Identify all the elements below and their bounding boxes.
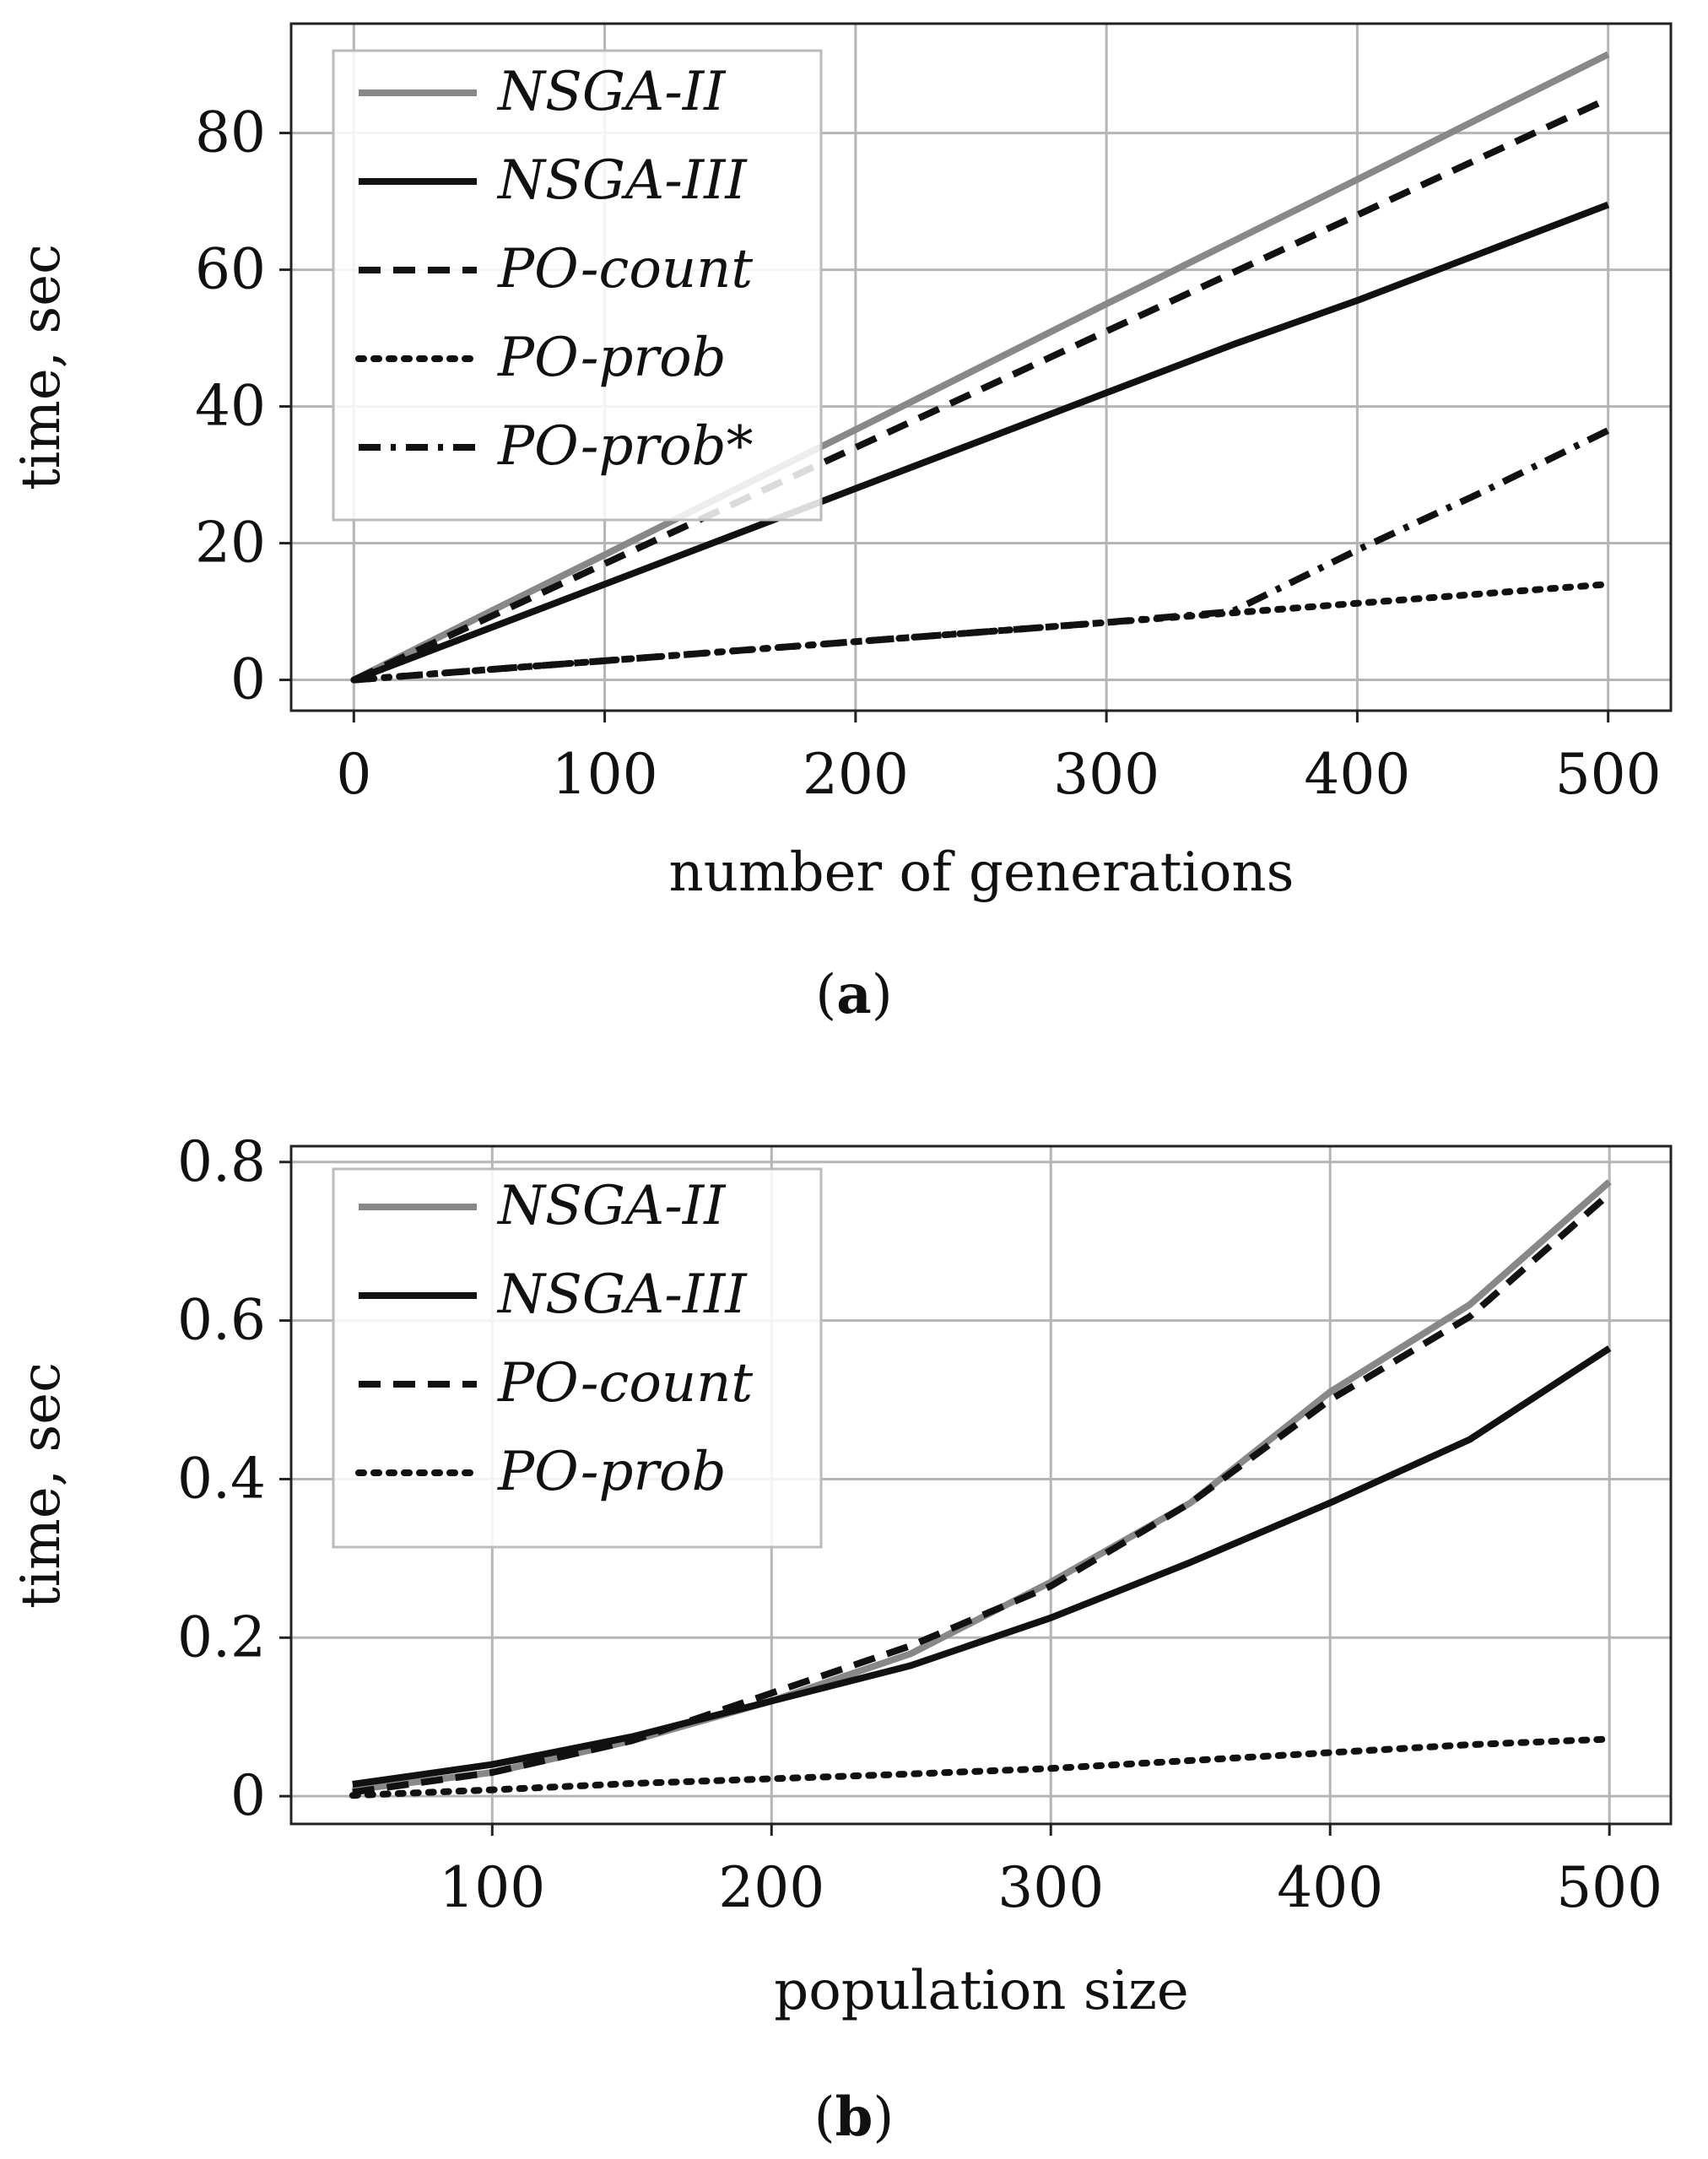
series-lines-a <box>350 51 1612 684</box>
legend-label: NSGA-II <box>496 1175 727 1237</box>
legend-label: PO-count <box>497 238 753 300</box>
x-tick-label: 0 <box>336 742 371 807</box>
x-tick-label: 400 <box>1304 742 1410 807</box>
y-tick-label: 0 <box>230 647 266 712</box>
series-line-po-prob <box>353 427 1610 684</box>
series-line-po-count <box>352 1191 1612 1796</box>
legend-label: PO-prob* <box>497 415 754 478</box>
legend-label: NSGA-II <box>496 61 727 123</box>
x-tick-label: 500 <box>1556 1855 1662 1920</box>
x-tick-label: 200 <box>718 1855 824 1920</box>
series-line-nsga-iii <box>352 1345 1612 1788</box>
plot-frame-a <box>289 22 1673 712</box>
x-tick-label: 100 <box>439 1855 545 1920</box>
y-tick-label: 80 <box>195 100 266 165</box>
legend-box-b <box>332 1167 823 1549</box>
y-tick-label: 0.4 <box>177 1446 266 1511</box>
caption-b: (b) <box>814 2086 895 2149</box>
y-axis-label-a: time, sec <box>10 244 73 490</box>
caption-a: (a) <box>815 963 892 1026</box>
legend-a: NSGA-II NSGA-III PO-count PO-prob PO-prob* <box>332 49 823 522</box>
y-tick-label: 60 <box>195 237 266 302</box>
caption-label-b: b <box>835 2086 873 2149</box>
x-tick-label: 100 <box>552 742 658 807</box>
x-ticks-b: 100 200 300 400 500 <box>439 1824 1662 1920</box>
series-line-po-count <box>352 95 1610 684</box>
y-ticks-b: 0 0.2 0.4 0.6 0.8 <box>177 1129 291 1828</box>
legend-label: NSGA-III <box>496 1263 748 1326</box>
y-ticks-a: 0 20 40 60 80 <box>195 100 291 712</box>
y-tick-label: 0.6 <box>177 1288 266 1353</box>
y-tick-label: 20 <box>195 511 266 576</box>
series-line-nsga-ii <box>352 51 1610 684</box>
x-ticks-a: 0 100 200 300 400 500 <box>336 711 1662 807</box>
plot-frame-b <box>289 1144 1673 1826</box>
y-tick-label: 0.8 <box>177 1129 266 1194</box>
x-tick-label: 400 <box>1277 1855 1383 1920</box>
legend-label: NSGA-III <box>496 149 748 212</box>
legend-b: NSGA-II NSGA-III PO-count PO-prob <box>332 1167 823 1549</box>
x-tick-label: 500 <box>1555 742 1662 807</box>
y-axis-label-b: time, sec <box>10 1362 73 1609</box>
series-line-po-prob <box>349 1735 1613 1799</box>
x-tick-label: 300 <box>1053 742 1159 807</box>
series-line-nsga-iii <box>352 201 1610 684</box>
chart-panel-b: 100 200 300 400 500 00.20.40.60.8 NSGA-IINSG… <box>10 1129 1673 2149</box>
series-lines-b <box>349 1179 1613 1799</box>
legend-label: PO-prob <box>497 327 727 389</box>
x-tick-label: 300 <box>997 1855 1104 1920</box>
caption-label-a: a <box>836 963 871 1026</box>
y-tick-label: 0 <box>230 1763 266 1828</box>
legend-label: PO-prob <box>497 1441 727 1503</box>
y-tick-label: 40 <box>195 374 266 439</box>
y-tick-label: 0.2 <box>177 1604 266 1669</box>
x-axis-label-a: number of generations <box>669 841 1295 904</box>
legend-box-a <box>332 49 823 522</box>
x-tick-label: 200 <box>803 742 909 807</box>
x-axis-label-b: population size <box>774 1960 1189 2022</box>
legend-label: PO-count <box>497 1352 753 1415</box>
